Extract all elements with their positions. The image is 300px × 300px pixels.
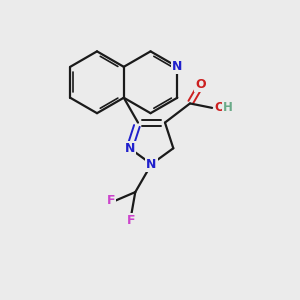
Text: F: F xyxy=(127,214,136,226)
Text: N: N xyxy=(146,158,157,171)
Text: N: N xyxy=(124,142,135,155)
Text: H: H xyxy=(223,101,232,114)
Text: O: O xyxy=(195,78,206,91)
Text: F: F xyxy=(107,194,116,207)
Text: O: O xyxy=(214,101,225,114)
Text: N: N xyxy=(172,60,182,73)
